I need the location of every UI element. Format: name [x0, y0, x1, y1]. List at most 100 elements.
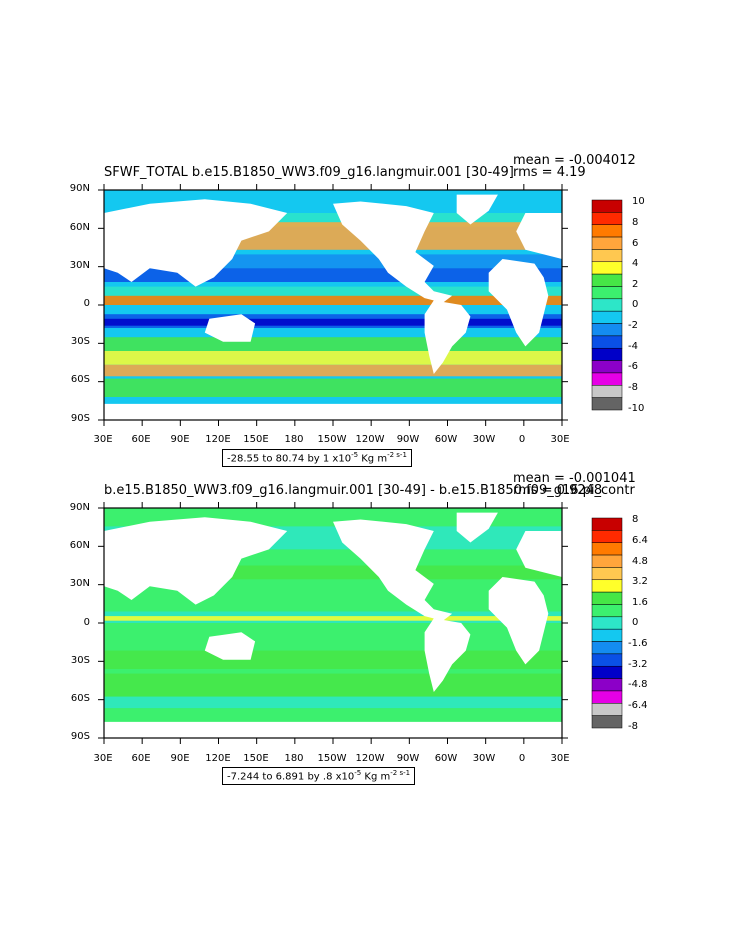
lon-label: 30W — [472, 434, 496, 445]
landmass — [424, 300, 471, 374]
lon-label: 60E — [131, 434, 151, 445]
colorbar-label: 10 — [632, 196, 645, 207]
colorbar-label: 1.6 — [632, 597, 648, 608]
colorbar-swatch — [591, 310, 623, 324]
lon-label: 150E — [243, 434, 269, 445]
colorbar-swatch — [591, 224, 623, 238]
lat-label: 30S — [70, 655, 90, 666]
landmass — [516, 213, 562, 259]
panel2-title: b.e15.B1850_WW3.f09_g16.langmuir.001 [30… — [104, 483, 635, 498]
lon-label: 0 — [518, 753, 526, 764]
lat-label: 60S — [70, 374, 90, 385]
colorbar-swatch — [591, 715, 623, 729]
lon-label: 30W — [472, 753, 496, 764]
colorbar-label: -6 — [628, 361, 638, 372]
colorbar-label: -10 — [628, 403, 645, 414]
colorbar-label: -8 — [628, 382, 638, 393]
colorbar-swatch — [591, 261, 623, 275]
landmass — [333, 201, 453, 303]
colorbar-swatch — [591, 199, 623, 213]
colorbar-swatch — [591, 604, 623, 618]
colorbar-label: -1.6 — [628, 638, 648, 649]
field-band — [104, 673, 562, 697]
lon-label: 120W — [355, 434, 385, 445]
landmass — [204, 314, 256, 342]
landmass — [333, 519, 453, 621]
colorbar-label: 0 — [632, 299, 639, 310]
colorbar-swatch — [591, 212, 623, 225]
colorbar-label: 8 — [632, 514, 639, 525]
lon-label: 90E — [170, 753, 190, 764]
lat-label: 90N — [69, 502, 90, 513]
colorbar-label: 2 — [632, 279, 639, 290]
lat-label: 30N — [69, 260, 90, 271]
colorbar-label: -6.4 — [628, 700, 648, 711]
colorbar-swatch — [591, 286, 623, 300]
lon-label: 60W — [434, 753, 458, 764]
colorbar-swatch — [591, 236, 623, 250]
landmass — [104, 199, 288, 287]
lon-label: 150E — [243, 753, 269, 764]
colorbar-label: -4.8 — [628, 679, 648, 690]
field-band — [104, 364, 562, 377]
panel1-rms: rms = 4.19 — [513, 165, 586, 180]
colorbar-swatch — [591, 360, 623, 374]
landmass — [424, 618, 471, 692]
colorbar-swatch — [591, 335, 623, 349]
lat-label: 90S — [70, 731, 90, 742]
lat-label: 30S — [70, 336, 90, 347]
lat-label: 90N — [69, 183, 90, 194]
colorbar-label: -4 — [628, 341, 638, 352]
field-band — [104, 378, 562, 397]
colorbar-swatch — [591, 249, 623, 263]
panel2-rms: rms = 0.9248 — [513, 483, 603, 498]
colorbar-label: -2 — [628, 320, 638, 331]
lon-label: 150W — [317, 753, 347, 764]
colorbar-swatch — [591, 690, 623, 704]
colorbar-swatch — [591, 665, 623, 679]
colorbar-swatch — [591, 616, 623, 630]
colorbar-swatch — [591, 554, 623, 568]
colorbar-swatch — [591, 273, 623, 287]
lon-label: 0 — [518, 434, 526, 445]
colorbar-label: -8 — [628, 721, 638, 732]
colorbar-swatch — [591, 347, 623, 361]
panel1-mean: mean = -0.004012 — [513, 153, 636, 168]
lon-label: 90W — [396, 753, 420, 764]
lon-label: 120E — [205, 753, 231, 764]
landmass — [488, 259, 549, 347]
landmass — [104, 517, 288, 605]
colorbar-swatch — [591, 628, 623, 642]
colorbar-label: 8 — [632, 217, 639, 228]
lat-label: 60N — [69, 540, 90, 551]
lat-label: 60N — [69, 222, 90, 233]
colorbar-label: 4.8 — [632, 556, 648, 567]
colorbar-swatch — [591, 641, 623, 655]
colorbar-swatch — [591, 397, 623, 411]
colorbar-label: 6 — [632, 238, 639, 249]
landmass — [516, 531, 562, 577]
landmass — [456, 194, 498, 225]
field-band — [104, 337, 562, 351]
lon-label: 150W — [317, 434, 347, 445]
colorbar-swatch — [591, 542, 623, 556]
panel2-mean: mean = -0.001041 — [513, 471, 636, 486]
lon-label: 60E — [131, 753, 151, 764]
lon-label: 30E — [550, 753, 570, 764]
lon-label: 30E — [93, 434, 113, 445]
landmass — [204, 632, 256, 660]
landmass — [104, 403, 562, 420]
lon-label: 180 — [284, 753, 304, 764]
field-band — [104, 696, 562, 709]
panel2-range-label: -7.244 to 6.891 by .8 x10-5 Kg m-2 s-1 — [222, 767, 416, 786]
lon-label: 120W — [355, 753, 385, 764]
lon-label: 180 — [284, 434, 304, 445]
colorbar-swatch — [591, 323, 623, 337]
lon-label: 30E — [550, 434, 570, 445]
lon-label: 120E — [205, 434, 231, 445]
colorbar-label: 3.2 — [632, 576, 648, 587]
field-band — [104, 616, 562, 621]
lon-label: 90W — [396, 434, 420, 445]
panel1-range-label: -28.55 to 80.74 by 1 x10-5 Kg m-2 s-1 — [222, 449, 412, 468]
